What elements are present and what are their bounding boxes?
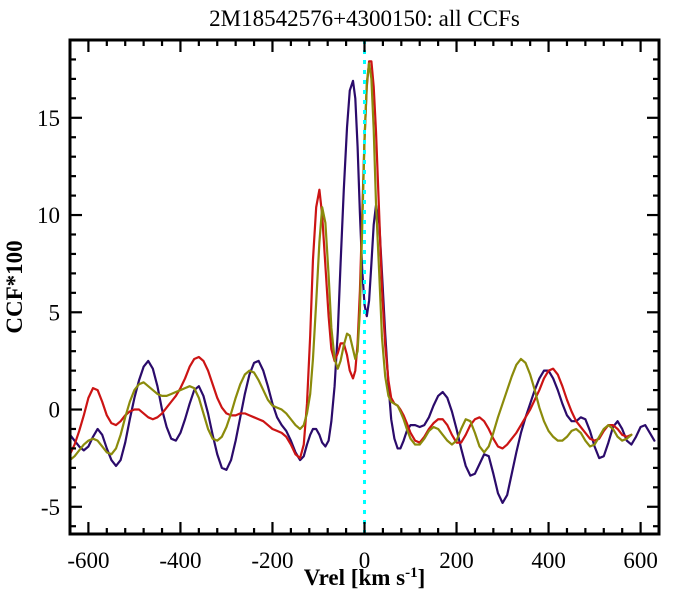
y-tick-label: 0 [49,398,61,423]
ccf-red [70,60,633,460]
x-tick-label: 400 [531,548,566,573]
chart-title: 2M18542576+4300150: all CCFs [209,6,520,31]
x-tick-label: -400 [159,548,201,573]
x-axis-label-text: Vrel [km s-1] [304,565,426,590]
x-tick-label: 200 [439,548,474,573]
ccf-olive [70,62,633,462]
x-tick-label: 600 [623,548,658,573]
ticks-group [68,38,661,534]
x-axis-label: Vrel [km s-1] [304,565,426,590]
x-tick-label: -200 [251,548,293,573]
y-tick-label: 15 [37,106,60,131]
y-tick-label: -5 [41,495,60,520]
y-tick-label: 10 [37,203,60,228]
x-tick-label: 0 [359,548,371,573]
y-tick-label: 5 [49,300,61,325]
y-axis-label-text: CCF*100 [2,240,27,333]
x-tick-label: -600 [67,548,109,573]
curves-group [70,40,656,534]
